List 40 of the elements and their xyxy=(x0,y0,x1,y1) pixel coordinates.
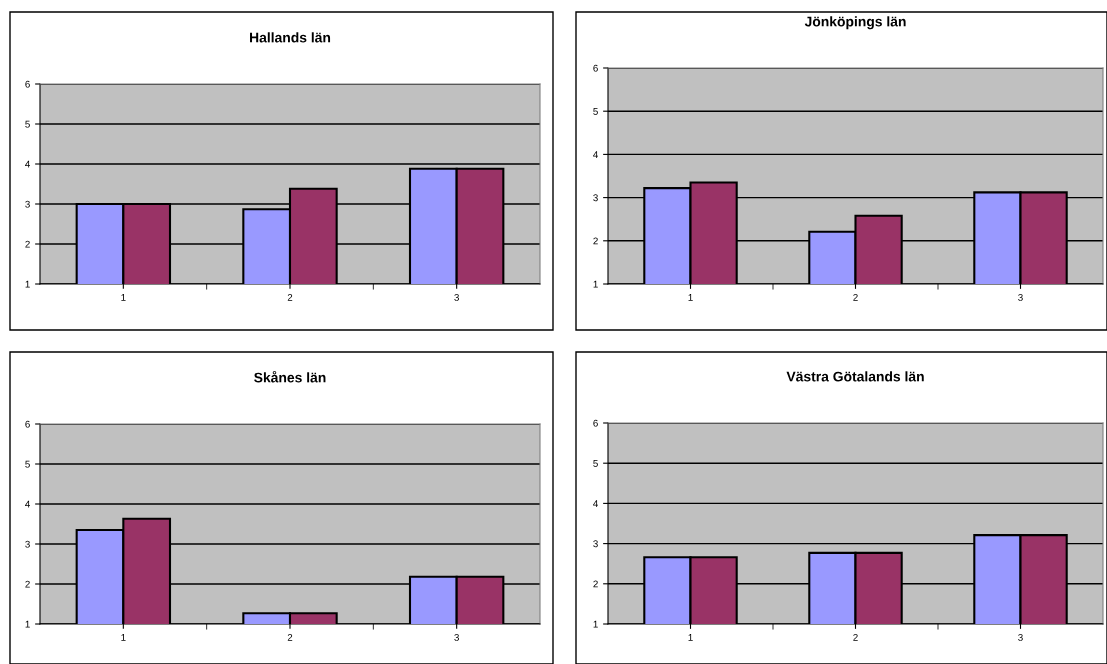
y-tick-label: 2 xyxy=(25,580,30,588)
x-tick-label: 1 xyxy=(121,634,126,641)
y-tick-label: 5 xyxy=(25,460,30,468)
y-tick-label: 3 xyxy=(593,540,598,548)
y-tick-label: 5 xyxy=(593,108,598,115)
y-tick-label: 1 xyxy=(593,280,598,288)
x-tick-label: 1 xyxy=(121,294,126,301)
y-tick-label: 4 xyxy=(25,500,30,508)
x-tick-label: 1 xyxy=(688,294,693,301)
chart-title: Hallands län xyxy=(250,32,331,43)
y-tick-label: 1 xyxy=(25,620,30,628)
x-tick-label: 2 xyxy=(287,633,293,641)
x-tick-label: 2 xyxy=(287,293,293,301)
x-tick-label: 3 xyxy=(1018,293,1023,301)
x-tick-label: 3 xyxy=(454,293,459,301)
y-tick-label: 2 xyxy=(593,237,598,245)
y-tick-label: 5 xyxy=(593,460,598,467)
y-tick-label: 3 xyxy=(593,194,598,202)
y-tick-label: 6 xyxy=(25,80,30,88)
y-tick-label: 1 xyxy=(25,280,30,288)
y-tick-label: 4 xyxy=(593,151,598,158)
x-tick-label: 2 xyxy=(853,293,858,301)
y-tick-label: 3 xyxy=(25,200,30,208)
x-tick-label: 2 xyxy=(853,633,858,641)
x-tick-label: 3 xyxy=(454,633,459,641)
y-tick-label: 4 xyxy=(593,500,598,507)
y-tick-label: 3 xyxy=(25,540,30,548)
chart-title: Skånes län xyxy=(254,370,326,383)
x-tick-label: 1 xyxy=(688,634,693,641)
y-tick-label: 2 xyxy=(593,580,598,588)
y-tick-label: 1 xyxy=(593,620,598,628)
y-tick-label: 6 xyxy=(593,419,598,427)
x-tick-label: 3 xyxy=(1018,633,1023,641)
y-tick-label: 2 xyxy=(25,240,30,248)
y-tick-label: 5 xyxy=(25,120,30,128)
y-tick-label: 4 xyxy=(25,160,30,168)
chart-title: Jönköpings län xyxy=(804,16,906,30)
y-tick-label: 6 xyxy=(593,64,598,72)
y-tick-label: 6 xyxy=(25,420,30,428)
chart-title: Västra Götalands län xyxy=(786,371,924,382)
